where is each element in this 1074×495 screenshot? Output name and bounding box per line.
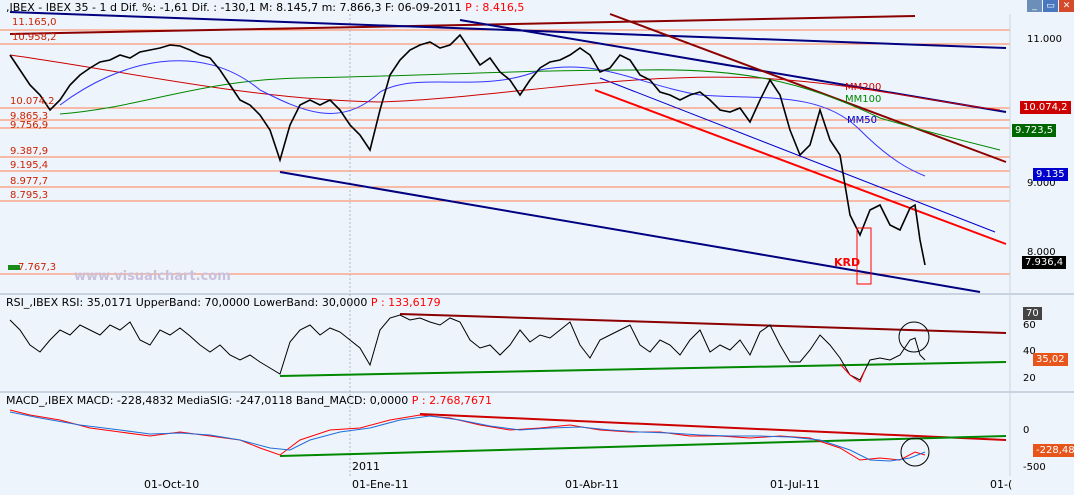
rsi-panel[interactable]: RSI_,IBEX RSI: 35,0171 UpperBand: 70,000… [0,295,1074,391]
steep-resistance-line [609,13,1007,163]
last-price-tag: 7.936,4 [1022,256,1067,269]
level-label: 9.865,3 [10,111,49,122]
rsi-value-tag: 35,02 [1033,353,1068,366]
mm200-value-tag: 10.074,2 [1020,101,1071,114]
macd-upper-trendline [419,413,1007,441]
mm50-line [59,60,926,177]
restore-button[interactable]: ▭ [1043,0,1058,12]
price-series [9,33,926,266]
lower-support-line [279,171,981,293]
rsi-upper-trendline [399,313,1007,334]
macd-header-p: P : 2.768,7671 [411,394,493,407]
macd-axis-tick: 0 [1023,425,1030,436]
level-label: 9.195,4 [10,160,49,171]
macd-circle-mark [900,437,930,467]
top-trendline [9,15,916,35]
macd-header-text: MACD_,IBEX MACD: -228,4832 MediaSIG: -24… [6,394,409,407]
rsi-oversold-segment [839,363,866,383]
level-label: 11.165,0 [12,17,57,28]
upper-channel-line [9,11,1007,49]
x-axis-label: 01-Oct-10 [144,478,200,491]
x-axis-label: 01-Jul-11 [770,478,820,491]
level-label: 9.387,9 [10,146,49,157]
mm100-value-tag: 9.723,5 [1012,124,1057,137]
watermark: www.visualchart.com [74,269,231,284]
macd-value-tag: -228,48 [1033,444,1074,457]
price-header: ,IBEX - IBEX 35 - 1 d Dif. %: -1,61 Dif.… [6,1,524,14]
price-header-text: ,IBEX - IBEX 35 - 1 d Dif. %: -1,61 Dif.… [6,1,462,14]
close-button[interactable]: ✕ [1059,0,1074,12]
mm200-line [9,54,1001,111]
level-label: 8.977,7 [10,176,49,187]
price-header-p: P : 8.416,5 [465,1,525,14]
level-label: 9.756,9 [10,120,49,131]
rsi-axis-tick: 20 [1023,373,1036,384]
macd-series [9,409,926,461]
macd-axis-tick: -500 [1023,462,1046,473]
rsi-axis-70: 70 [1023,307,1042,320]
rsi-series [9,314,926,381]
level-label: 10.958,2 [12,32,57,43]
macd-header: MACD_,IBEX MACD: -228,4832 MediaSIG: -24… [6,394,492,407]
price-axis-tick: 11.000 [1027,34,1062,45]
rsi-header-text: RSI_,IBEX RSI: 35,0171 UpperBand: 70,000… [6,296,368,309]
level-label: 8.795,3 [10,190,49,201]
mm50-label: MM50 [847,115,877,126]
level-label: 10.074,2 [10,96,55,107]
level-label: 7.767,3 [18,262,57,273]
x-axis-label: 01-Ene-11 [352,478,409,491]
mm100-line [59,69,1001,151]
level-marker [8,265,20,270]
rsi-axis-tick: 60 [1023,320,1036,331]
blue-channel-line [599,77,996,233]
krd-annotation: KRD [834,256,861,269]
price-axis-tick: 9.000 [1027,178,1056,189]
mm200-label: MM200 [845,82,882,93]
rsi-lower-trendline [279,361,1007,377]
minimize-button[interactable]: _ [1027,0,1042,12]
macd-lower-trendline [279,435,1007,457]
price-panel[interactable]: ,IBEX - IBEX 35 - 1 d Dif. %: -1,61 Dif.… [0,0,1074,293]
rsi-header-p: P : 133,6179 [370,296,441,309]
price-axis-tick: 8.000 [1027,247,1056,258]
rsi-circle-mark [898,321,930,353]
red-channel-line [594,89,1007,245]
mm100-label: MM100 [845,94,882,105]
mm50-value-tag: 9.135 [1033,168,1068,181]
x-axis-label: 01-( [990,478,1013,491]
rsi-header: RSI_,IBEX RSI: 35,0171 UpperBand: 70,000… [6,296,441,309]
x-axis-label: 01-Abr-11 [565,478,620,491]
rsi-axis-tick: 40 [1023,346,1036,357]
macd-signal-series [9,411,926,462]
krd-box [856,227,872,285]
year-label: 2011 [352,460,380,473]
